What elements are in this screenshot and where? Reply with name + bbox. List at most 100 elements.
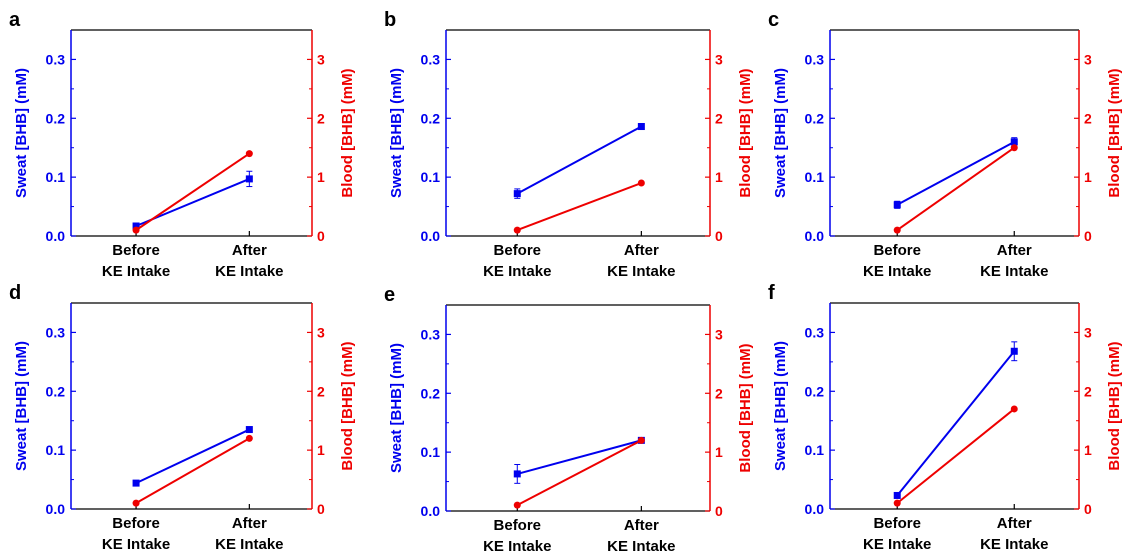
sweat-point <box>893 491 901 499</box>
y-tick-label-right: 3 <box>715 326 723 342</box>
y-tick-label-left: 0.3 <box>805 324 825 340</box>
sweat-series-line <box>517 439 642 475</box>
x-tick-label-line1: Before <box>873 242 921 259</box>
y-tick-label-left: 0.2 <box>46 383 66 399</box>
y-tick-label-right: 3 <box>1084 51 1092 67</box>
x-tick-label-line2: KE Intake <box>215 263 283 280</box>
y-tick-label-right: 3 <box>715 51 723 67</box>
sweat-series-line <box>896 350 1016 497</box>
panel-letter: f <box>768 282 775 304</box>
x-tick-label-line2: KE Intake <box>863 263 931 280</box>
blood-series-line <box>135 152 250 231</box>
x-tick-label-line2: KE Intake <box>102 263 170 280</box>
y-tick-label-right: 0 <box>715 228 723 244</box>
y-axis-title-left: Sweat [BHB] (mM) <box>772 341 789 471</box>
y-tick-label-left: 0.0 <box>46 501 66 517</box>
sweat-point <box>132 479 140 487</box>
x-tick-label-line1: After <box>997 515 1032 532</box>
panel-letter: e <box>384 284 395 306</box>
x-tick-label-line1: After <box>997 242 1032 259</box>
y-axis-title-left: Sweat [BHB] (mM) <box>13 68 30 198</box>
sweat-point <box>1010 138 1018 146</box>
y-axis-title-right: Blood [BHB] (mM) <box>737 68 754 197</box>
x-tick-label-line2: KE Intake <box>102 536 170 553</box>
y-tick-label-left: 0.2 <box>421 110 441 126</box>
y-tick-label-right: 1 <box>317 442 325 458</box>
y-tick-label-left: 0.3 <box>46 51 66 67</box>
y-tick-label-left: 0.1 <box>46 442 66 458</box>
panel-letter: a <box>9 9 21 31</box>
x-tick-label-line1: After <box>232 242 267 259</box>
y-tick-label-left: 0.0 <box>421 228 441 244</box>
y-tick-label-left: 0.0 <box>805 228 825 244</box>
sweat-series-line <box>896 140 1015 206</box>
y-tick-label-left: 0.1 <box>805 442 825 458</box>
blood-point <box>513 226 521 234</box>
blood-point <box>637 436 645 444</box>
y-tick-label-left: 0.3 <box>421 51 441 67</box>
sweat-point <box>513 470 521 478</box>
blood-point <box>1010 144 1018 152</box>
y-tick-label-right: 0 <box>715 503 723 519</box>
y-tick-label-left: 0.2 <box>46 110 66 126</box>
y-axis-title-left: Sweat [BHB] (mM) <box>388 68 405 198</box>
sweat-point <box>245 175 253 183</box>
y-axis-title-right: Blood [BHB] (mM) <box>339 341 356 470</box>
y-tick-label-left: 0.2 <box>421 385 441 401</box>
y-axis-title-right: Blood [BHB] (mM) <box>1106 341 1123 470</box>
y-tick-label-right: 1 <box>317 169 325 185</box>
blood-point <box>132 226 140 234</box>
y-tick-label-right: 2 <box>1084 110 1092 126</box>
y-axis-title-left: Sweat [BHB] (mM) <box>388 343 405 473</box>
blood-series-line <box>516 182 642 232</box>
panel-d: d 0.0 0.1 0.2 0.3 0 1 2 3 Before KE Intake After KE … <box>9 282 356 553</box>
y-tick-label-right: 0 <box>1084 228 1092 244</box>
blood-series-line <box>516 439 642 507</box>
y-tick-label-left: 0.2 <box>805 110 825 126</box>
sweat-point <box>245 426 253 434</box>
y-tick-label-right: 1 <box>1084 169 1092 185</box>
sweat-series-line <box>516 125 642 195</box>
blood-point <box>1010 405 1018 413</box>
blood-point <box>245 150 253 158</box>
x-tick-label-line1: Before <box>112 242 160 259</box>
x-tick-label-line2: KE Intake <box>607 263 675 280</box>
y-tick-label-left: 0.0 <box>805 501 825 517</box>
blood-point <box>893 226 901 234</box>
y-axis-title-left: Sweat [BHB] (mM) <box>13 341 30 471</box>
y-tick-label-left: 0.1 <box>805 169 825 185</box>
y-tick-label-right: 2 <box>317 110 325 126</box>
x-tick-label-line2: KE Intake <box>215 536 283 553</box>
y-tick-label-left: 0.1 <box>421 169 441 185</box>
y-axis-title-right: Blood [BHB] (mM) <box>339 68 356 197</box>
panel-e: e 0.0 0.1 0.2 0.3 0 1 2 3 Before KE Intake After KE … <box>384 284 754 555</box>
y-tick-label-right: 0 <box>317 501 325 517</box>
y-tick-label-right: 1 <box>715 169 723 185</box>
blood-point <box>513 501 521 509</box>
panel-letter: b <box>384 9 396 31</box>
x-tick-label-line1: After <box>232 515 267 532</box>
blood-point <box>245 434 253 442</box>
panel-c: c 0.0 0.1 0.2 0.3 0 1 2 3 Before KE Intake After KE … <box>768 9 1123 280</box>
x-tick-label-line2: KE Intake <box>863 536 931 553</box>
x-tick-label-line2: KE Intake <box>980 263 1048 280</box>
x-tick-label-line2: KE Intake <box>483 538 551 555</box>
panel-b: b 0.0 0.1 0.2 0.3 0 1 2 3 Before KE Intake After KE … <box>384 9 754 280</box>
sweat-series-line <box>135 428 250 485</box>
sweat-point <box>637 123 645 131</box>
x-tick-label-line2: KE Intake <box>483 263 551 280</box>
x-tick-label-line1: After <box>624 517 659 534</box>
y-tick-label-right: 2 <box>715 110 723 126</box>
y-tick-label-right: 3 <box>317 324 325 340</box>
panel-f: f 0.0 0.1 0.2 0.3 0 1 2 3 Before KE Intake After KE … <box>768 282 1123 553</box>
y-tick-label-left: 0.3 <box>46 324 66 340</box>
y-tick-label-right: 2 <box>1084 383 1092 399</box>
y-axis-title-right: Blood [BHB] (mM) <box>1106 68 1123 197</box>
x-tick-label-line1: Before <box>873 515 921 532</box>
y-axis-title-right: Blood [BHB] (mM) <box>737 343 754 472</box>
sweat-point <box>893 201 901 209</box>
y-tick-label-left: 0.3 <box>805 51 825 67</box>
y-tick-label-right: 2 <box>715 385 723 401</box>
blood-point <box>132 499 140 507</box>
sweat-point <box>513 190 521 198</box>
